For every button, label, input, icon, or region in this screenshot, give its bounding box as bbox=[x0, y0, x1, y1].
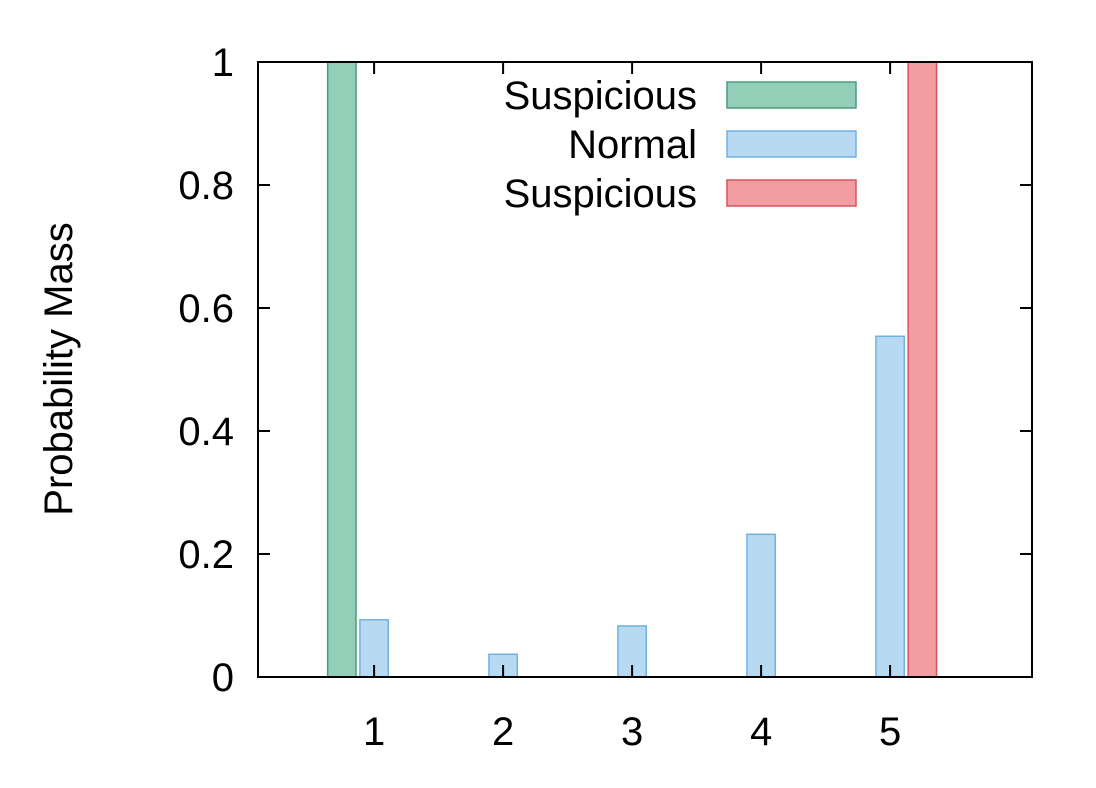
x-tick-label: 5 bbox=[879, 710, 901, 754]
y-tick-label: 0.4 bbox=[178, 410, 234, 454]
y-tick-label: 0 bbox=[212, 656, 234, 700]
y-tick-label: 0.2 bbox=[178, 533, 234, 577]
bar-1-1 bbox=[326, 61, 357, 678]
legend-label: Normal bbox=[568, 123, 697, 167]
y-tick-label: 0.8 bbox=[178, 164, 234, 208]
x-axis: 1 2 3 4 5 bbox=[363, 62, 901, 754]
x-tick-label: 2 bbox=[492, 710, 514, 754]
legend-swatch bbox=[726, 81, 857, 109]
legend-label: Suspicious bbox=[504, 172, 697, 216]
bars-layer bbox=[326, 61, 938, 678]
y-tick-label: 0.6 bbox=[178, 287, 234, 331]
x-tick-label: 1 bbox=[363, 710, 385, 754]
bar-2-5 bbox=[875, 335, 906, 678]
bar-2-4 bbox=[746, 533, 777, 678]
legend-label: Suspicious bbox=[504, 74, 697, 118]
legend-swatch bbox=[726, 130, 857, 158]
x-tick-label: 3 bbox=[621, 710, 643, 754]
plot-frame bbox=[257, 61, 1033, 678]
x-tick-label: 4 bbox=[750, 710, 772, 754]
legend-swatch bbox=[726, 179, 857, 207]
bar-3-5 bbox=[907, 61, 938, 678]
y-axis-label: Probability Mass bbox=[37, 222, 81, 515]
y-tick-label: 1 bbox=[212, 41, 234, 85]
legend: Suspicious Normal Suspicious bbox=[504, 74, 857, 216]
y-axis: 0 0.2 0.4 0.6 0.8 1 bbox=[178, 41, 1032, 700]
